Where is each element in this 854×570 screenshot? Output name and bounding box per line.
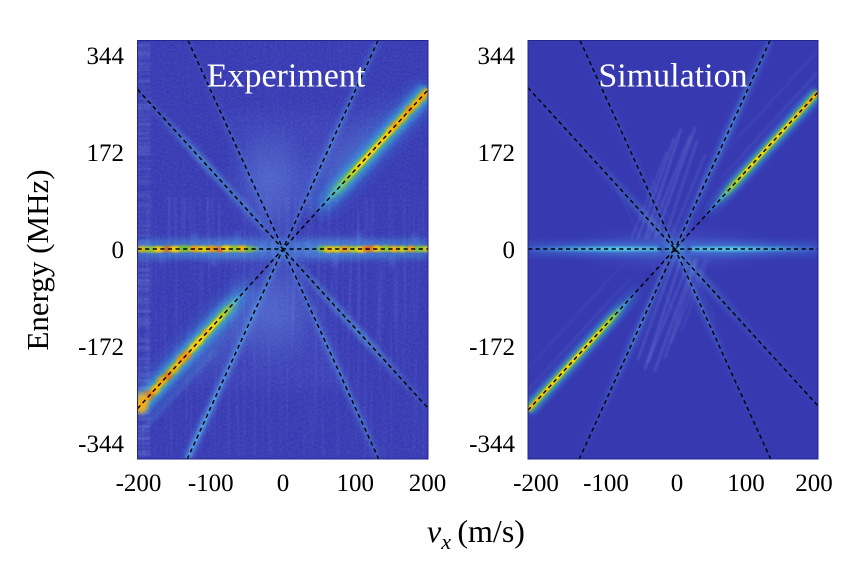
svg-text:0: 0 (112, 237, 125, 264)
svg-text:-172: -172 (469, 334, 515, 361)
svg-text:-172: -172 (78, 334, 124, 361)
svg-text:-344: -344 (78, 431, 124, 458)
svg-text:344: 344 (87, 43, 125, 70)
svg-text:172: 172 (478, 140, 516, 167)
svg-text:-100: -100 (583, 470, 629, 497)
svg-text:Energy (MHz): Energy (MHz) (20, 169, 55, 350)
svg-text:Simulation: Simulation (598, 58, 747, 95)
svg-text:-100: -100 (188, 470, 234, 497)
svg-text:-344: -344 (469, 431, 515, 458)
svg-text:100: 100 (337, 470, 375, 497)
svg-text:172: 172 (87, 140, 125, 167)
svg-text:-200: -200 (116, 470, 162, 497)
svg-text:Experiment: Experiment (207, 58, 366, 95)
svg-text:200: 200 (795, 470, 833, 497)
svg-text:0: 0 (503, 237, 516, 264)
svg-text:-200: -200 (513, 470, 559, 497)
svg-text:0: 0 (277, 470, 290, 497)
svg-text:344: 344 (478, 43, 516, 70)
svg-text:0: 0 (671, 470, 684, 497)
svg-text:200: 200 (409, 470, 447, 497)
svg-text:100: 100 (727, 470, 765, 497)
svg-text:vx (m/s): vx (m/s) (427, 513, 525, 554)
